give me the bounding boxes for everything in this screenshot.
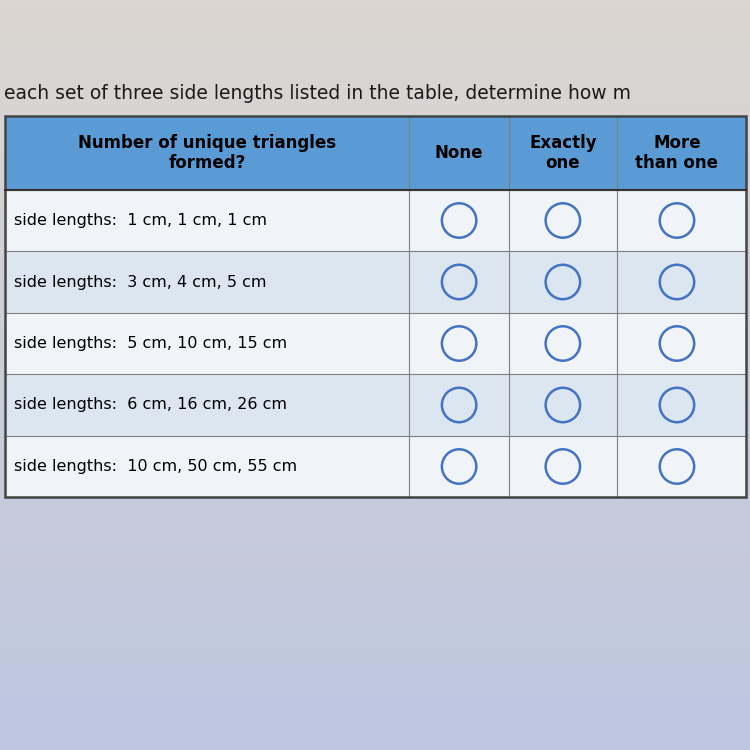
Text: Exactly
one: Exactly one <box>529 134 597 172</box>
Bar <box>5 190 746 251</box>
Text: side lengths:  6 cm, 16 cm, 26 cm: side lengths: 6 cm, 16 cm, 26 cm <box>14 398 287 412</box>
Bar <box>5 436 746 497</box>
Bar <box>5 116 746 497</box>
Text: each set of three side lengths listed in the table, determine how m: each set of three side lengths listed in… <box>4 84 631 104</box>
Text: side lengths:  10 cm, 50 cm, 55 cm: side lengths: 10 cm, 50 cm, 55 cm <box>14 459 297 474</box>
Text: None: None <box>435 144 483 162</box>
Text: Number of unique triangles
formed?: Number of unique triangles formed? <box>78 134 336 172</box>
Bar <box>5 116 746 190</box>
Text: side lengths:  3 cm, 4 cm, 5 cm: side lengths: 3 cm, 4 cm, 5 cm <box>14 274 267 290</box>
Bar <box>5 374 746 436</box>
Bar <box>5 313 746 374</box>
Bar <box>5 251 746 313</box>
Text: More
than one: More than one <box>635 134 718 172</box>
Text: side lengths:  5 cm, 10 cm, 15 cm: side lengths: 5 cm, 10 cm, 15 cm <box>14 336 287 351</box>
Text: side lengths:  1 cm, 1 cm, 1 cm: side lengths: 1 cm, 1 cm, 1 cm <box>14 213 267 228</box>
